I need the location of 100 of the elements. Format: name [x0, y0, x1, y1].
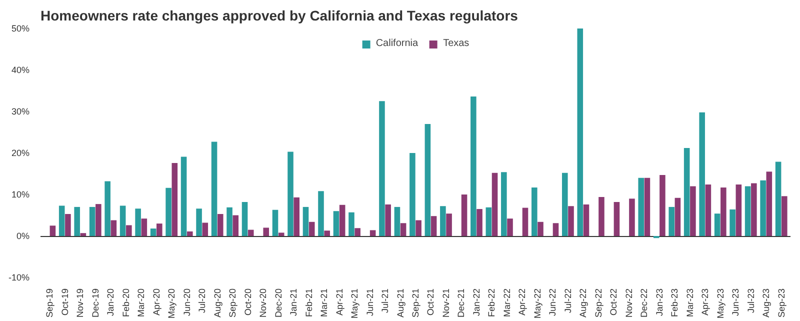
bar: [65, 214, 71, 236]
bar: [684, 148, 690, 236]
x-tick-label: Jul-21: [380, 288, 390, 314]
bar: [110, 220, 117, 236]
bar: [614, 202, 620, 236]
x-tick-label: Sep-22: [593, 288, 604, 318]
x-tick-label: Dec-19: [90, 288, 100, 318]
bar: [668, 206, 674, 236]
x-tick-label: Nov-20: [258, 288, 268, 318]
x-tick-label: Jun-22: [548, 288, 558, 316]
bar: [324, 230, 330, 236]
x-tick-label: Oct-21: [426, 288, 436, 316]
bar: [598, 196, 604, 236]
x-tick-label: Aug-20: [212, 288, 222, 318]
bar: [242, 202, 248, 236]
bar: [720, 187, 726, 236]
x-tick-label: Dec-21: [456, 288, 466, 318]
y-tick-label: -10%: [8, 272, 30, 282]
bar: [166, 188, 172, 236]
y-tick-label: 0%: [16, 231, 30, 241]
bar: [440, 206, 446, 236]
x-tick-label: Jun-20: [182, 288, 192, 316]
bar: [629, 198, 635, 236]
bar: [782, 196, 788, 236]
bar: [430, 216, 437, 236]
bar: [226, 207, 232, 236]
bar: [400, 223, 406, 236]
bar: [294, 197, 300, 236]
bar: [410, 153, 416, 236]
bar: [318, 191, 324, 236]
x-tick-label: May-22: [532, 288, 542, 319]
x-tick-label: Feb-20: [120, 288, 131, 318]
bar: [96, 204, 102, 236]
x-tick-label: Jan-23: [654, 288, 664, 316]
bar: [714, 214, 720, 236]
x-tick-label: Jan-21: [288, 288, 299, 316]
x-tick-label: Sep-19: [44, 288, 55, 318]
y-tick-label: 30%: [11, 106, 30, 116]
bar: [674, 198, 681, 236]
bar: [446, 214, 452, 236]
bar: [470, 96, 476, 236]
bar: [501, 172, 507, 236]
x-tick-label: Jul-23: [746, 288, 756, 314]
bar: [538, 222, 544, 236]
x-tick-label: Apr-23: [700, 288, 710, 316]
y-tick-label: 20%: [11, 148, 30, 158]
bar: [660, 174, 666, 236]
bar: [638, 178, 644, 236]
bar: [507, 218, 513, 236]
bar: [302, 206, 309, 236]
bar: [552, 223, 559, 236]
bar: [486, 207, 492, 236]
bar: [172, 162, 178, 236]
x-tick-label: Aug-21: [395, 288, 406, 318]
bar: [394, 206, 400, 236]
legend-label: California: [376, 38, 418, 49]
x-tick-label: Dec-22: [639, 288, 650, 318]
bar: [760, 180, 766, 236]
bar: [308, 222, 315, 236]
bar: [202, 222, 208, 236]
bar: [50, 226, 56, 236]
bar: [522, 208, 528, 236]
bar: [141, 218, 148, 236]
x-tick-label: Mar-22: [502, 288, 512, 318]
x-tick-label: May-23: [715, 288, 726, 319]
bar: [232, 215, 239, 236]
bar: [379, 101, 385, 236]
x-tick-label: May-20: [166, 288, 177, 319]
bar: [476, 209, 482, 236]
x-tick-label: Mar-21: [319, 288, 330, 318]
bar: [644, 178, 650, 236]
bar: [263, 228, 270, 236]
bar: [385, 204, 391, 236]
x-tick-label: Feb-22: [486, 288, 497, 318]
bar: [180, 156, 187, 236]
x-tick-label: Jan-22: [471, 288, 482, 316]
bar: [89, 206, 96, 236]
y-tick-label: 10%: [11, 190, 30, 200]
bar: [370, 230, 376, 236]
bar: [699, 112, 705, 236]
bar: [156, 224, 162, 236]
x-tick-label: Jan-20: [106, 288, 116, 316]
x-tick-label: Mar-20: [136, 288, 146, 318]
y-tick-label: 40%: [11, 65, 30, 75]
bar: [562, 172, 568, 236]
bar: [424, 124, 431, 236]
bar: [690, 186, 696, 236]
chart-title: Homeowners rate changes approved by California and Texas regulators: [40, 8, 518, 24]
x-tick-label: Apr-20: [151, 288, 162, 316]
x-tick-label: May-21: [350, 288, 360, 319]
bar: [751, 183, 757, 236]
bar: [348, 212, 354, 236]
x-tick-label: Feb-23: [670, 288, 680, 318]
x-tick-label: Oct-22: [608, 288, 619, 316]
x-tick-label: Nov-19: [75, 288, 86, 318]
bar: [272, 210, 278, 236]
bar: [333, 211, 340, 236]
bar: [744, 186, 751, 236]
y-tick-label: 50%: [11, 24, 30, 34]
x-tick-label: Aug-22: [578, 288, 588, 318]
